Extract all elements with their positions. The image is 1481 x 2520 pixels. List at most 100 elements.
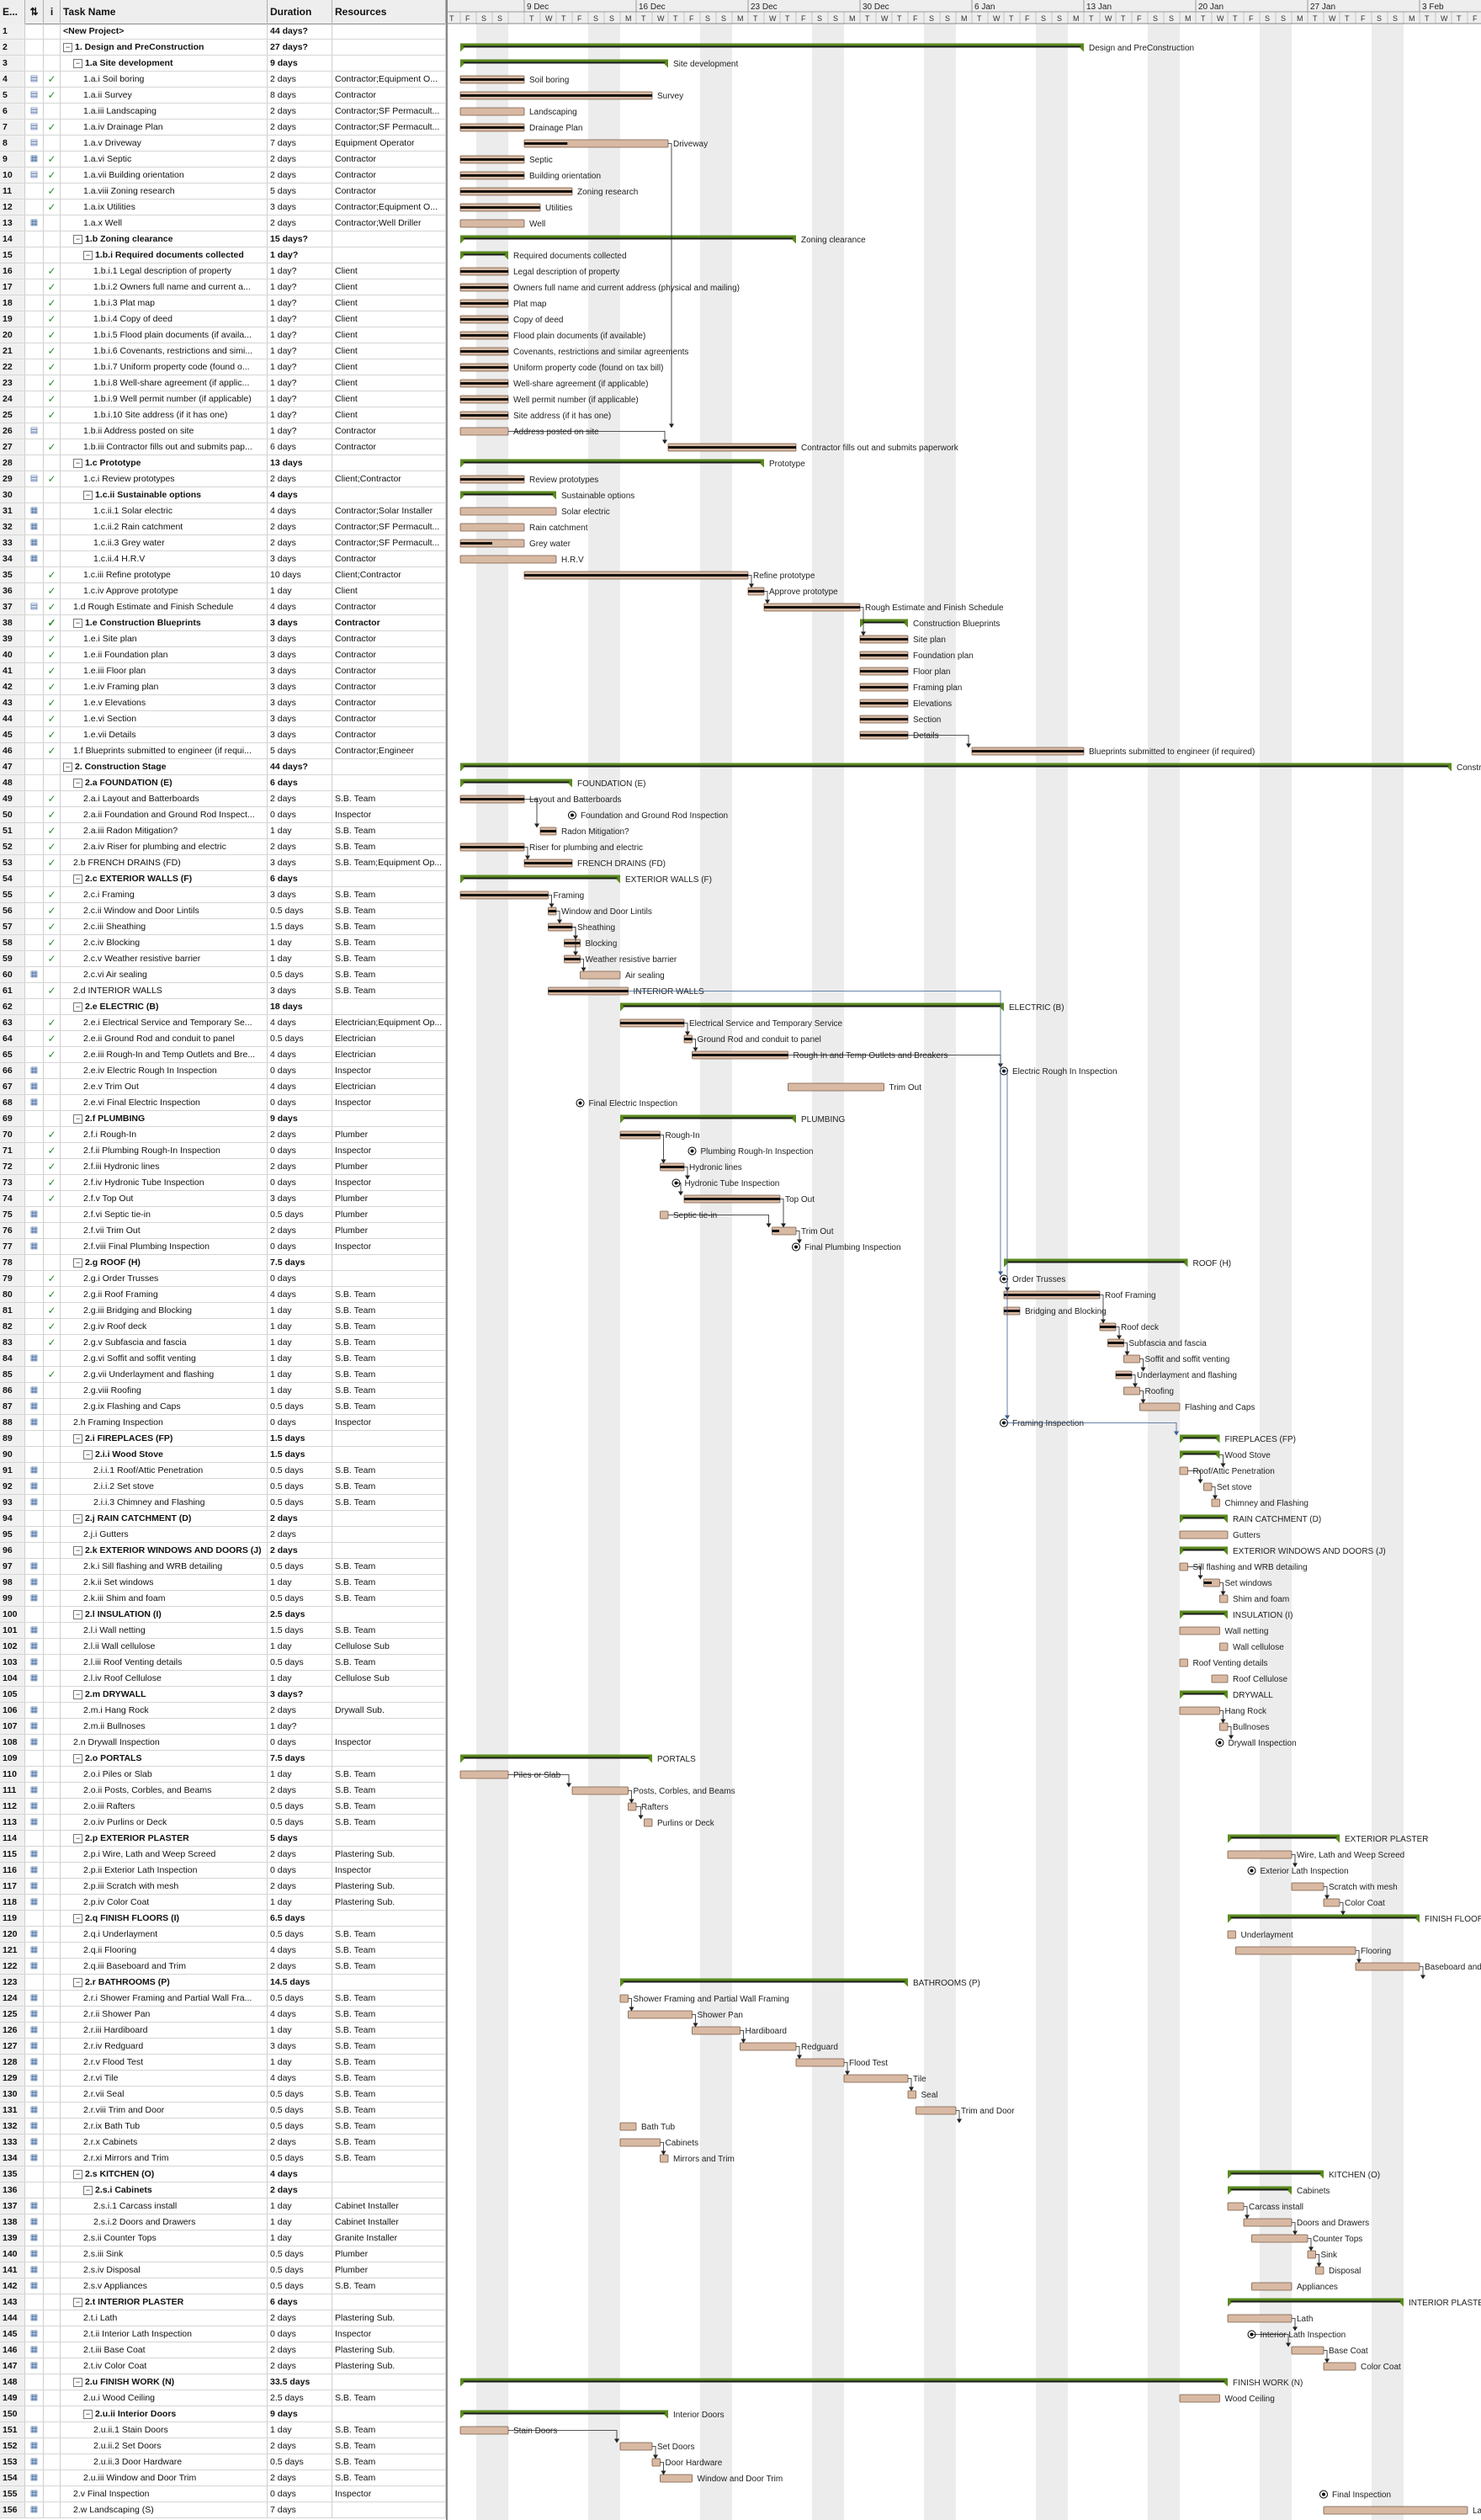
task-bar[interactable] [1179, 2394, 1220, 2403]
table-row[interactable]: 79 ✓ 2.g.i Order Trusses 0 days [0, 1271, 446, 1287]
table-row[interactable]: 129 ▦ 2.r.vi Tile 4 days S.B. Team [0, 2071, 446, 2087]
table-row[interactable]: 77 ▦ 2.f.viii Final Plumbing Inspection 0 d… [0, 1239, 446, 1255]
table-row[interactable]: 30−1.c.ii Sustainable options 4 days [0, 487, 446, 503]
calendar-icon[interactable]: ▦ [29, 1849, 39, 1858]
table-row[interactable]: 78−2.g ROOF (H) 7.5 days [0, 1255, 446, 1271]
table-row[interactable]: 45 ✓ 1.e.vii Details 3 days Contractor [0, 727, 446, 743]
task-name-cell[interactable]: 1.b.iii Contractor fills out and submits… [61, 439, 268, 455]
summary-bar[interactable] [1228, 1834, 1340, 1839]
table-row[interactable]: 151 ▦ 2.u.ii.1 Stain Doors 1 day S.B. Team [0, 2422, 446, 2438]
task-bar[interactable] [1227, 2202, 1245, 2211]
table-row[interactable]: 54−2.c EXTERIOR WALLS (F) 6 days [0, 871, 446, 887]
table-row[interactable]: 80 ✓ 2.g.ii Roof Framing 4 days S.B. Team [0, 1287, 446, 1303]
table-row[interactable]: 111 ▦ 2.o.ii Posts, Corbles, and Beams 2 da… [0, 1783, 446, 1799]
task-name-cell[interactable]: 2.l.iii Roof Venting details [61, 1655, 268, 1670]
calendar-icon[interactable]: ▦ [29, 1801, 39, 1810]
table-row[interactable]: 26 ▤ 1.b.ii Address posted on site 1 day? Co… [0, 423, 446, 439]
calendar-icon[interactable]: ▦ [29, 2089, 39, 2098]
task-name-cell[interactable]: −2.r BATHROOMS (P) [61, 1975, 268, 1990]
summary-bar[interactable] [860, 619, 908, 624]
collapse-toggle-icon[interactable]: − [73, 1689, 82, 1699]
task-name-cell[interactable]: −2.e ELECTRIC (B) [61, 999, 268, 1014]
table-row[interactable]: 147 ▦ 2.t.iv Color Coat 2 days Plastering Su… [0, 2358, 446, 2374]
summary-bar[interactable] [620, 1002, 1004, 1007]
table-row[interactable]: 145 ▦ 2.t.ii Interior Lath Inspection 0 day… [0, 2326, 446, 2342]
collapse-toggle-icon[interactable]: − [83, 250, 93, 260]
table-row[interactable]: 98 ▦ 2.k.ii Set windows 1 day S.B. Team [0, 1575, 446, 1591]
task-name-cell[interactable]: −1.c.ii Sustainable options [61, 487, 268, 502]
table-row[interactable]: 64 ✓ 2.e.ii Ground Rod and conduit to pane… [0, 1031, 446, 1047]
task-bar[interactable] [1315, 2266, 1324, 2275]
summary-bar[interactable] [460, 459, 764, 464]
calendar-icon[interactable]: ▦ [29, 2313, 39, 2322]
table-row[interactable]: 115 ▦ 2.p.i Wire, Lath and Weep Screed 2 da… [0, 1847, 446, 1863]
calendar-icon[interactable]: ▦ [29, 1945, 39, 1954]
note-icon[interactable]: ▤ [29, 90, 39, 99]
table-row[interactable]: 25 ✓ 1.b.i.10 Site address (if it has one)… [0, 407, 446, 423]
task-name-cell[interactable]: 1.c.iv Approve prototype [61, 583, 268, 598]
calendar-icon[interactable]: ▦ [29, 538, 39, 547]
calendar-icon[interactable]: ▦ [29, 1993, 39, 2002]
table-row[interactable]: 21 ✓ 1.b.i.6 Covenants, restrictions and s… [0, 343, 446, 359]
task-name-cell[interactable]: 2.f.ii Plumbing Rough-In Inspection [61, 1143, 268, 1158]
table-row[interactable]: 102 ▦ 2.l.ii Wall cellulose 1 day Cellulose … [0, 1639, 446, 1655]
task-name-cell[interactable]: 2.o.ii Posts, Corbles, and Beams [61, 1783, 268, 1798]
table-row[interactable]: 99 ▦ 2.k.iii Shim and foam 0.5 days S.B. Tea… [0, 1591, 446, 1607]
task-name-cell[interactable]: −1.a Site development [61, 56, 268, 71]
task-name-cell[interactable]: 1.a.i Soil boring [61, 72, 268, 87]
table-row[interactable]: 135−2.s KITCHEN (O) 4 days [0, 2166, 446, 2182]
calendar-icon[interactable]: ▦ [29, 522, 39, 531]
task-name-cell[interactable]: 1.a.v Driveway [61, 136, 268, 151]
task-bar[interactable] [1139, 1402, 1181, 1412]
calendar-icon[interactable]: ▦ [29, 1705, 39, 1715]
task-bar[interactable] [692, 2026, 740, 2035]
calendar-icon[interactable]: ▦ [29, 218, 39, 227]
collapse-toggle-icon[interactable]: − [83, 490, 93, 500]
task-name-cell[interactable]: 1.a.ix Utilities [61, 199, 268, 215]
task-bar[interactable] [1123, 1386, 1140, 1396]
task-name-cell[interactable]: 2.s.v Appliances [61, 2278, 268, 2294]
collapse-toggle-icon[interactable]: − [73, 1977, 82, 1987]
table-row[interactable]: 10 ▤ ✓ 1.a.vii Building orientation 2 days Co… [0, 167, 446, 183]
calendar-icon[interactable]: ▦ [29, 2121, 39, 2130]
summary-bar[interactable] [460, 43, 1084, 48]
table-row[interactable]: 95 ▦ 2.j.i Gutters 2 days [0, 1527, 446, 1543]
table-row[interactable]: 56 ✓ 2.c.ii Window and Door Lintils 0.5 day… [0, 903, 446, 919]
calendar-icon[interactable]: ▦ [29, 2457, 39, 2466]
task-name-cell[interactable]: 1.a.vi Septic [61, 152, 268, 167]
task-name-cell[interactable]: −2.q FINISH FLOORS (I) [61, 1911, 268, 1926]
task-name-cell[interactable]: 1.c.ii.2 Rain catchment [61, 519, 268, 534]
column-header-resources[interactable]: Resources [332, 0, 446, 24]
task-name-cell[interactable]: 2.w Landscaping (S) [61, 2502, 268, 2517]
table-row[interactable]: 48−2.a FOUNDATION (E) 6 days [0, 775, 446, 791]
summary-bar[interactable] [460, 491, 556, 496]
task-name-cell[interactable]: −2.i FIREPLACES (FP) [61, 1431, 268, 1446]
note-icon[interactable]: ▤ [29, 106, 39, 115]
calendar-icon[interactable]: ▦ [29, 154, 39, 163]
task-name-cell[interactable]: 2.f.viii Final Plumbing Inspection [61, 1239, 268, 1254]
task-name-cell[interactable]: 2.e.i Electrical Service and Temporary S… [61, 1015, 268, 1030]
table-row[interactable]: 120 ▦ 2.q.i Underlayment 0.5 days S.B. Team [0, 1927, 446, 1943]
table-row[interactable]: 82 ✓ 2.g.iv Roof deck 1 day S.B. Team [0, 1319, 446, 1335]
calendar-icon[interactable]: ▦ [29, 1353, 39, 1363]
task-name-cell[interactable]: 2.k.i Sill flashing and WRB detailing [61, 1559, 268, 1574]
task-name-cell[interactable]: 2.g.vi Soffit and soffit venting [61, 1351, 268, 1366]
calendar-icon[interactable]: ▦ [29, 2249, 39, 2258]
task-name-cell[interactable]: 2.a.iii Radon Mitigation? [61, 823, 268, 838]
task-name-cell[interactable]: −2.j RAIN CATCHMENT (D) [61, 1511, 268, 1526]
table-row[interactable]: 38 ✓ −1.e Construction Blueprints 3 days Con… [0, 615, 446, 631]
column-header-duration[interactable]: Duration [268, 0, 332, 24]
table-row[interactable]: 27 ✓ 1.b.iii Contractor fills out and subm… [0, 439, 446, 455]
collapse-toggle-icon[interactable]: − [73, 1913, 82, 1923]
table-row[interactable]: 47−2. Construction Stage 44 days? [0, 759, 446, 775]
task-name-cell[interactable]: 2.a.ii Foundation and Ground Rod Inspect… [61, 807, 268, 822]
table-row[interactable]: 43 ✓ 1.e.v Elevations 3 days Contractor [0, 695, 446, 711]
table-row[interactable]: 133 ▦ 2.r.x Cabinets 2 days S.B. Team [0, 2135, 446, 2151]
task-bar[interactable] [459, 427, 509, 436]
table-row[interactable]: 73 ✓ 2.f.iv Hydronic Tube Inspection 0 days… [0, 1175, 446, 1191]
table-row[interactable]: 37 ▤ ✓ 1.d Rough Estimate and Finish Schedu… [0, 599, 446, 615]
summary-bar[interactable] [460, 875, 620, 880]
task-bar[interactable] [1227, 1930, 1236, 1939]
task-bar[interactable] [1227, 2314, 1293, 2323]
table-row[interactable]: 125 ▦ 2.r.ii Shower Pan 4 days S.B. Team [0, 2007, 446, 2023]
